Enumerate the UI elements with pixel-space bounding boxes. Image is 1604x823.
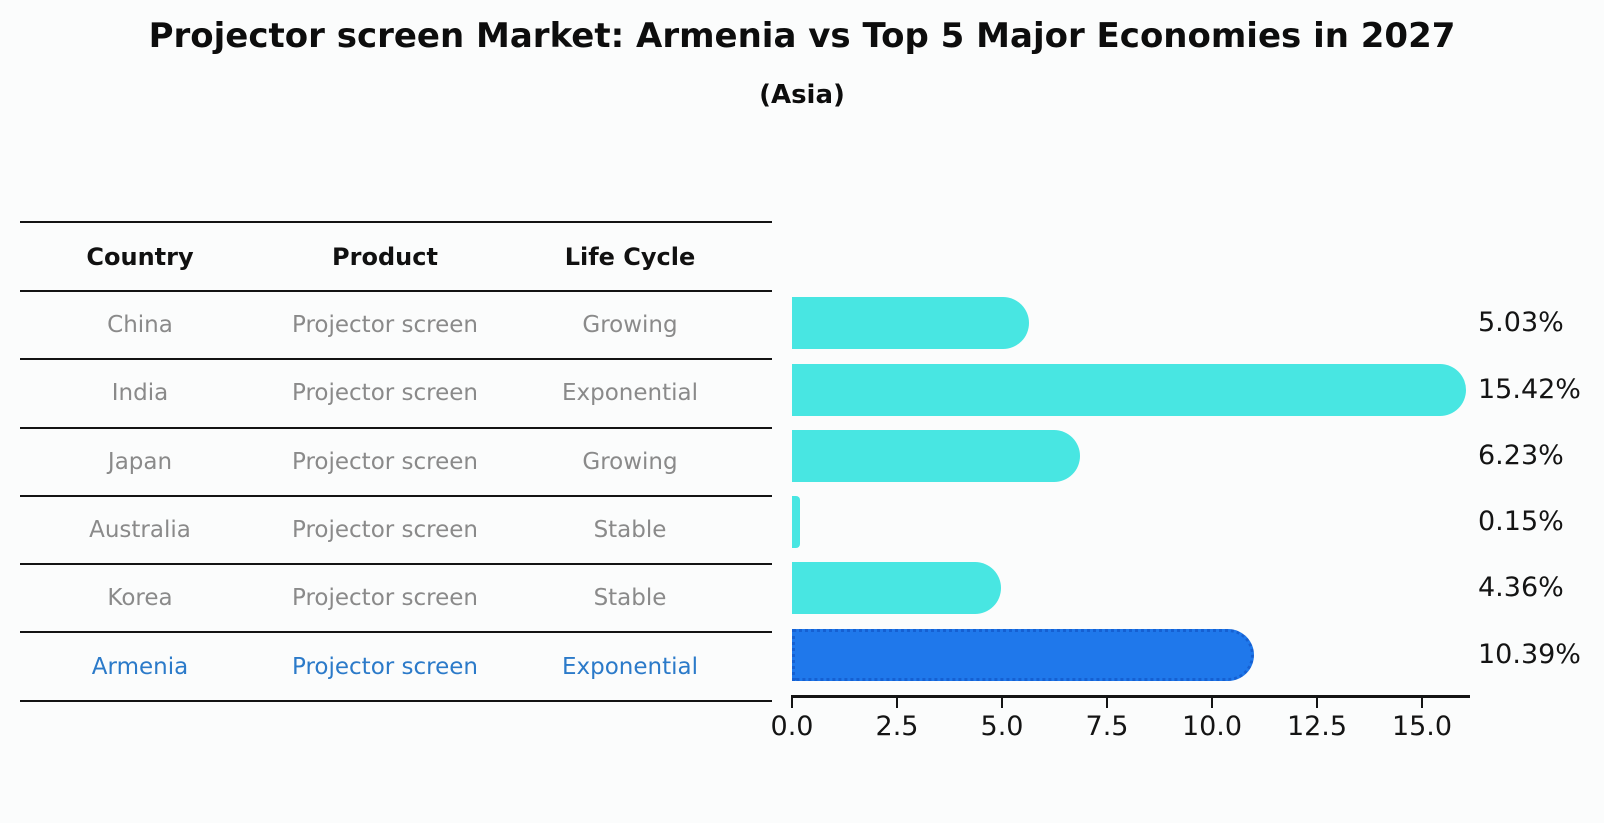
cell-country: Korea	[107, 585, 173, 612]
table-row-china: China Projector screen Growing	[20, 292, 772, 361]
table-row-india: India Projector screen Exponential	[20, 360, 772, 429]
cell-product: Projector screen	[292, 312, 478, 339]
table-row-japan: Japan Projector screen Growing	[20, 429, 772, 497]
column-header-lifecycle: Life Cycle	[564, 242, 696, 271]
bar-korea	[792, 562, 1002, 615]
cell-lifecycle: Exponential	[561, 653, 698, 680]
cell-product: Projector screen	[292, 380, 478, 407]
bar-australia	[792, 496, 801, 549]
bar-india	[792, 363, 1466, 416]
cell-lifecycle: Stable	[593, 585, 667, 612]
x-axis-tick	[1001, 695, 1003, 708]
cell-product: Projector screen	[292, 448, 478, 475]
value-label-armenia: 10.39%	[1478, 638, 1581, 670]
cell-lifecycle: Stable	[593, 517, 667, 544]
table-header-row: Country Product Life Cycle	[20, 221, 772, 292]
value-label-india: 15.42%	[1478, 373, 1581, 405]
table-row-australia: Australia Projector screen Stable	[20, 497, 772, 566]
x-axis-tick-label: 10.0	[1181, 711, 1243, 742]
column-header-product: Product	[332, 242, 438, 271]
cell-country: Japan	[107, 448, 173, 475]
cell-product: Projector screen	[292, 585, 478, 612]
x-axis-tick	[1421, 695, 1423, 708]
bar-japan	[792, 429, 1080, 482]
cell-lifecycle: Growing	[582, 448, 678, 475]
bar-armenia	[792, 628, 1255, 681]
table-row-armenia: Armenia Projector screen Exponential	[20, 633, 772, 702]
bar-china	[792, 297, 1030, 350]
x-axis-tick-label: 7.5	[1085, 711, 1129, 742]
x-axis-tick	[1211, 695, 1213, 708]
table-row-korea: Korea Projector screen Stable	[20, 565, 772, 634]
value-label-australia: 0.15%	[1478, 506, 1564, 538]
x-axis-tick	[896, 695, 898, 708]
cell-country: India	[111, 380, 169, 407]
x-axis-tick-label: 0.0	[770, 711, 814, 742]
x-axis-tick-label: 2.5	[875, 711, 919, 742]
cell-country: Australia	[89, 517, 191, 544]
column-header-country: Country	[86, 242, 194, 271]
value-label-japan: 6.23%	[1478, 439, 1564, 471]
x-axis-tick	[1106, 695, 1108, 708]
x-axis-tick	[791, 695, 793, 708]
chart-title: Projector screen Market: Armenia vs Top …	[148, 16, 1456, 56]
chart-subtitle: (Asia)	[759, 80, 845, 110]
x-axis-line	[792, 695, 1470, 698]
x-axis-tick-label: 12.5	[1286, 711, 1348, 742]
cell-country: Armenia	[91, 653, 189, 680]
cell-product: Projector screen	[292, 517, 478, 544]
cell-lifecycle: Exponential	[561, 380, 698, 407]
x-axis-tick-label: 5.0	[980, 711, 1024, 742]
cell-product: Projector screen	[292, 653, 478, 680]
x-axis-tick	[1316, 695, 1318, 708]
cell-lifecycle: Growing	[582, 312, 678, 339]
country-table: Country Product Life Cycle China Project…	[20, 221, 772, 702]
value-label-china: 5.03%	[1478, 307, 1564, 339]
value-label-korea: 4.36%	[1478, 572, 1564, 604]
cell-country: China	[107, 312, 173, 339]
x-axis-tick-label: 15.0	[1391, 711, 1453, 742]
